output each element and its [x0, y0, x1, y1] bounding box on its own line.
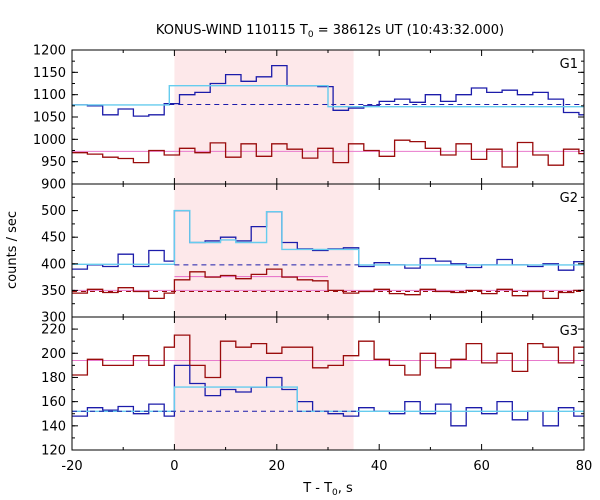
- y-tick-label: 160: [41, 395, 66, 410]
- svg-text:T - T0, s: T - T0, s: [302, 481, 353, 498]
- y-tick-label: 220: [41, 323, 66, 338]
- x-tick-label: 40: [371, 459, 388, 474]
- x-tick-label: 80: [576, 459, 593, 474]
- y-tick-label: 1050: [33, 111, 66, 126]
- light-blue-levels: [72, 209, 584, 266]
- panel-label: G3: [560, 324, 578, 339]
- x-tick-label: 60: [473, 459, 490, 474]
- blue-histogram: [72, 64, 584, 117]
- red-histogram: [72, 268, 584, 300]
- red-histogram: [72, 334, 584, 379]
- y-tick-label: 450: [41, 231, 66, 246]
- highlight-band: [174, 50, 354, 184]
- y-tick-label: 400: [41, 257, 66, 272]
- panel-label: G1: [560, 57, 578, 72]
- chart-title: KONUS-WIND 110115 T0 = 38612s UT (10:43:…: [156, 23, 504, 40]
- x-axis-label: T - T0, s: [302, 481, 353, 498]
- y-tick-label: 120: [41, 444, 66, 459]
- y-tick-label: 500: [41, 204, 66, 219]
- y-tick-label: 1000: [33, 133, 66, 148]
- blue-histogram: [72, 364, 584, 427]
- panel-g1: 900 950 1000 1050 1100 1150 1200 G1: [33, 44, 585, 193]
- y-tick-label: 950: [41, 155, 66, 170]
- red-histogram: [72, 139, 584, 168]
- y-tick-label: 300: [41, 311, 66, 326]
- light-blue-levels: [72, 85, 584, 108]
- y-tick-label: 900: [41, 178, 66, 193]
- panels-group: 90095010001050110011501200G1300350400450…: [33, 44, 592, 475]
- y-tick-label: 180: [41, 371, 66, 386]
- y-tick-label: 1150: [33, 66, 66, 81]
- panel-label: G2: [560, 191, 578, 206]
- svg-text:KONUS-WIND 110115 T0 = 38612s: KONUS-WIND 110115 T0 = 38612s UT (10:43:…: [156, 23, 504, 40]
- x-tick-label: 0: [170, 459, 178, 474]
- panel-g2: 300 350 400 450 500 G2: [41, 183, 585, 326]
- x-tick-label: 20: [269, 459, 286, 474]
- y-tick-label: 1100: [33, 88, 66, 103]
- y-tick-label: 1200: [33, 44, 66, 59]
- y-tick-label: 350: [41, 284, 66, 299]
- panel-g3: 120 140 160 180 200 220 G3: [41, 316, 585, 459]
- x-tick-label: -20: [61, 459, 82, 474]
- y-tick-label: 140: [41, 419, 66, 434]
- y-tick-label: 200: [41, 347, 66, 362]
- y-axis-label: counts / sec: [5, 211, 20, 289]
